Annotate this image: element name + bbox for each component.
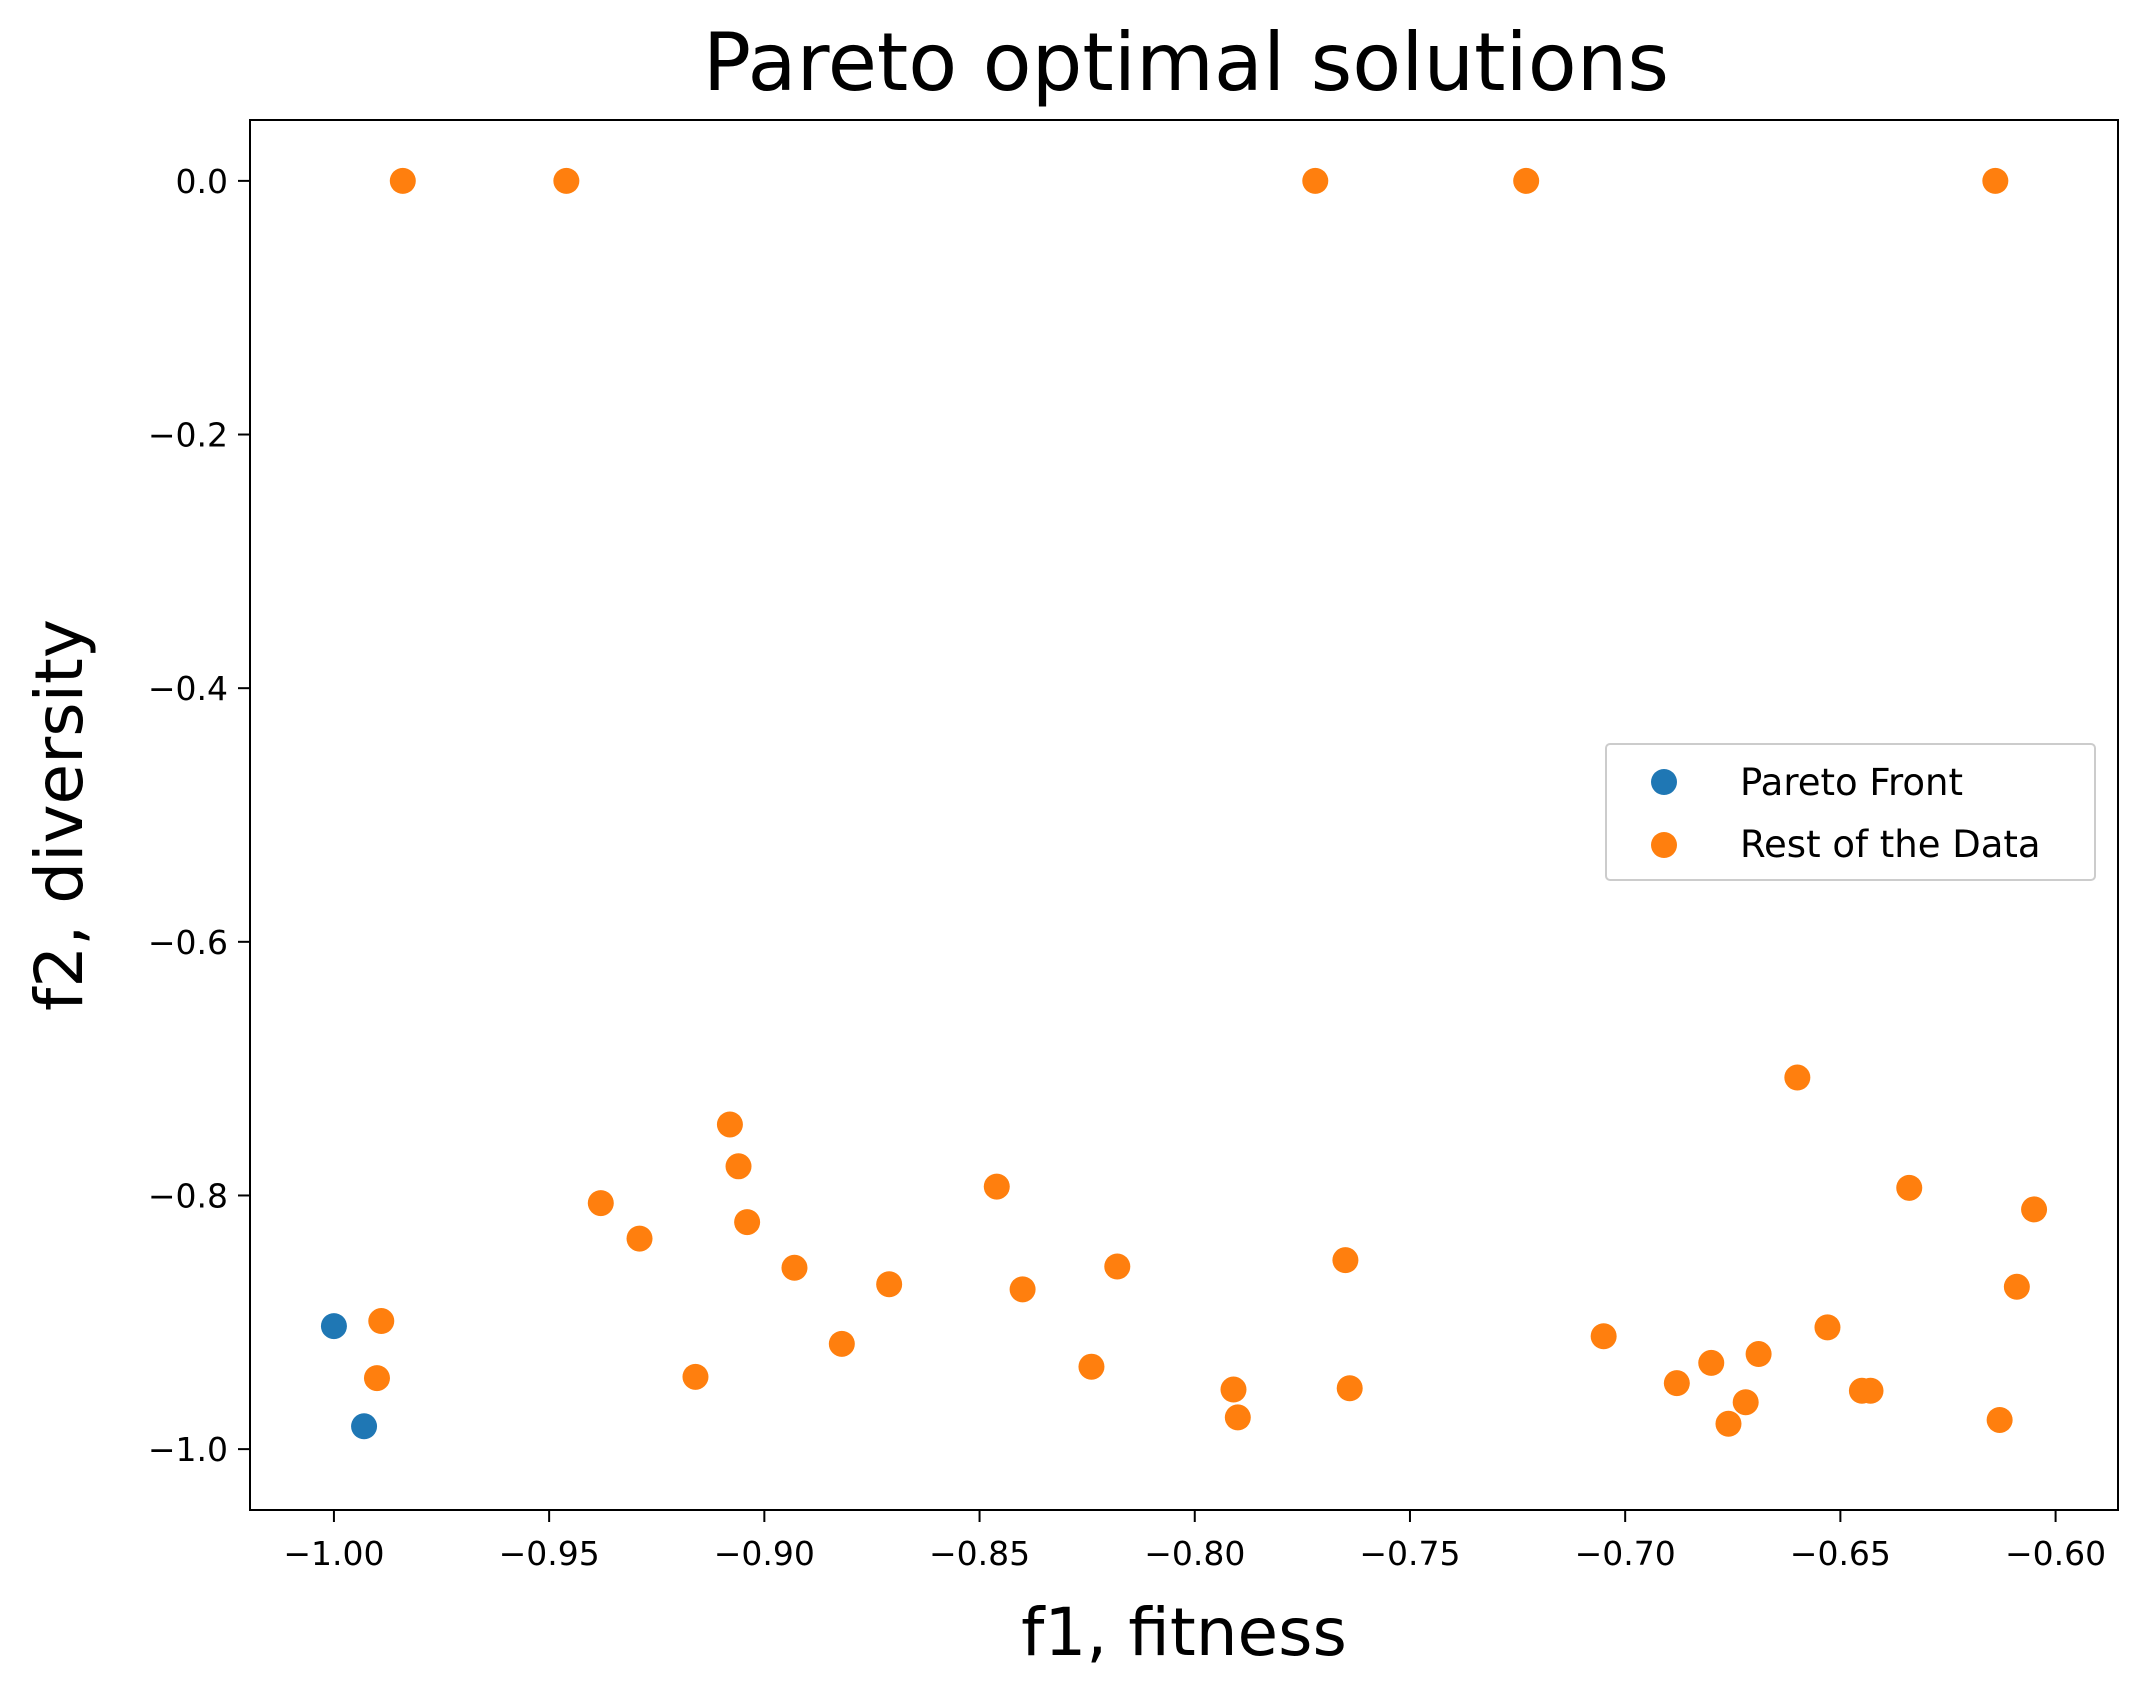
point-rest-of-the-data [1302,167,1329,194]
data-points [320,167,2048,1440]
point-rest-of-the-data [828,1330,855,1357]
point-rest-of-the-data [1698,1349,1725,1376]
y-tick-label: −0.8 [148,1176,228,1215]
point-rest-of-the-data [1986,1406,2013,1433]
point-rest-of-the-data [1857,1377,1884,1404]
point-rest-of-the-data [363,1365,390,1392]
point-rest-of-the-data [2021,1196,2048,1223]
point-pareto-front [351,1413,378,1440]
point-rest-of-the-data [626,1225,653,1252]
legend-marker-pareto-front [1651,769,1677,795]
y-tick-label: −0.4 [148,669,228,708]
y-tick-label: 0.0 [176,162,228,201]
point-rest-of-the-data [983,1173,1010,1200]
x-tick-label: −0.85 [929,1534,1030,1573]
point-rest-of-the-data [1104,1253,1131,1280]
x-tick-label: −0.95 [499,1534,600,1573]
legend-box [1605,743,2096,881]
point-rest-of-the-data [1336,1375,1363,1402]
point-rest-of-the-data [1224,1404,1251,1431]
legend-marker-rest-of-data [1651,832,1677,858]
point-rest-of-the-data [876,1271,903,1298]
x-tick-label: −0.80 [1144,1534,1245,1573]
point-rest-of-the-data [725,1153,752,1180]
point-rest-of-the-data [1784,1064,1811,1091]
point-rest-of-the-data [2003,1273,2030,1300]
axes-frame [249,119,2119,1511]
point-rest-of-the-data [781,1254,808,1281]
point-rest-of-the-data [368,1308,395,1335]
point-rest-of-the-data [1814,1314,1841,1341]
point-rest-of-the-data [1745,1341,1772,1368]
chart-title: Pareto optimal solutions [703,16,1669,109]
point-rest-of-the-data [1982,167,2009,194]
point-pareto-front [320,1313,347,1340]
point-rest-of-the-data [1009,1276,1036,1303]
point-rest-of-the-data [734,1209,761,1236]
x-axis-label: f1, fitness [1021,1594,1347,1671]
point-rest-of-the-data [389,167,416,194]
legend-label-rest-of-data: Rest of the Data [1740,823,2041,866]
point-rest-of-the-data [716,1111,743,1138]
x-axis: −1.00 −0.95 −0.90 −0.85 −0.80 −0.75 −0.70 −0.65… [283,1510,2106,1573]
point-rest-of-the-data [1663,1370,1690,1397]
point-rest-of-the-data [1332,1247,1359,1274]
y-tick-label: −1.0 [148,1430,228,1469]
point-rest-of-the-data [1590,1323,1617,1350]
point-rest-of-the-data [1715,1410,1742,1437]
x-tick-label: −0.65 [1790,1534,1891,1573]
y-axis: 0.0 −0.2 −0.4 −0.6 −0.8 −1.0 [148,162,250,1469]
point-rest-of-the-data [553,167,580,194]
y-tick-label: −0.6 [148,923,228,962]
point-rest-of-the-data [682,1363,709,1390]
legend-label-pareto-front: Pareto Front [1740,761,1963,804]
y-tick-label: −0.2 [148,416,228,455]
x-tick-label: −0.90 [714,1534,815,1573]
x-tick-label: −0.70 [1575,1534,1676,1573]
point-rest-of-the-data [1513,167,1540,194]
plot-area [249,119,2119,1511]
x-tick-label: −1.00 [283,1534,384,1573]
x-tick-label: −0.75 [1359,1534,1460,1573]
point-rest-of-the-data [1896,1174,1923,1201]
point-rest-of-the-data [1732,1389,1759,1416]
legend: Pareto Front Rest of the Data [1605,743,2096,881]
point-rest-of-the-data [1078,1353,1105,1380]
y-axis-label: f2, diversity [21,619,98,1011]
point-rest-of-the-data [587,1190,614,1217]
x-tick-label: −0.60 [2005,1534,2106,1573]
point-rest-of-the-data [1220,1376,1247,1403]
